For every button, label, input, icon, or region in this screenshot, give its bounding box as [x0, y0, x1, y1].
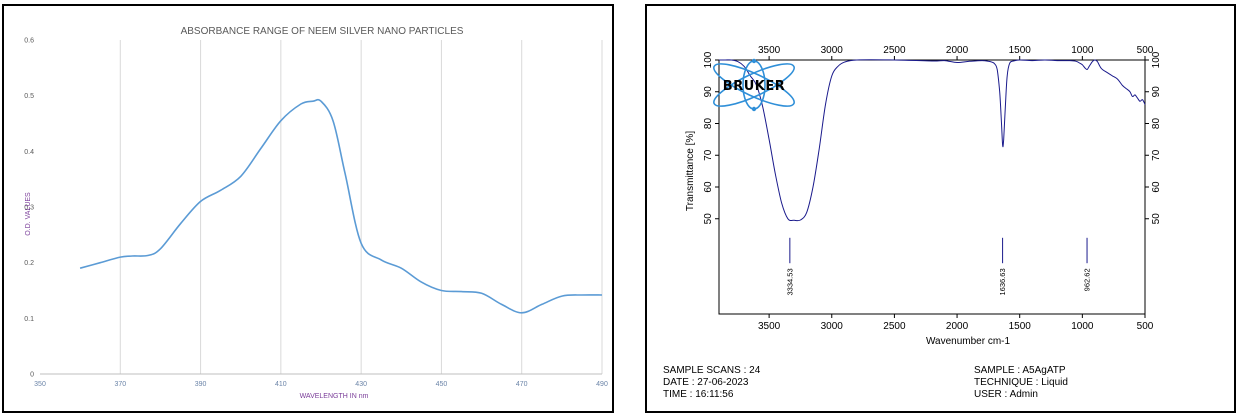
- ftir-x-tick-label-top: 2500: [883, 45, 906, 56]
- ftir-chart-panel: 3500 3000 2500 2000 1500 1000 500 3500 3000 2500…: [645, 4, 1236, 413]
- scan-time: TIME : 16:11:56: [663, 389, 734, 400]
- ftir-x-tick-label-top: 3000: [821, 45, 844, 56]
- ftir-y-tick-label-right: 70: [1151, 149, 1162, 161]
- ftir-y-tick-label-left: 90: [703, 86, 714, 98]
- ftir-y-tick-label-left: 80: [703, 118, 714, 130]
- sample-scans: SAMPLE SCANS : 24: [663, 365, 761, 376]
- uv-x-ticks: 350 370 390 410 430 450 470 490: [34, 381, 608, 388]
- ftir-y-tick-label-right: 50: [1151, 213, 1162, 225]
- ftir-y-tick-label-left: 50: [703, 213, 714, 225]
- ftir-x-tick-label-top: 2000: [946, 45, 969, 56]
- uv-absorbance-line: [79, 98, 603, 314]
- ftir-y-tick-label-right: 60: [1151, 181, 1162, 193]
- sample-name: SAMPLE : A5AgATP: [974, 365, 1066, 376]
- uv-y-tick-label: 0.3: [24, 205, 34, 212]
- uv-chart-title: ABSORBANCE RANGE OF NEEM SILVER NANO PAR…: [181, 26, 464, 37]
- ftir-transmittance-line: [718, 59, 1146, 222]
- technique: TECHNIQUE : Liquid: [974, 377, 1068, 388]
- uv-x-tick-label: 470: [516, 381, 528, 388]
- ftir-y-ticks-left: 50 60 70 80 90 100: [703, 51, 719, 224]
- ftir-x-tick-label-bottom: 1000: [1071, 321, 1094, 332]
- uv-y-tick-label: 0.6: [24, 38, 34, 45]
- ftir-y-tick-label-right: 80: [1151, 118, 1162, 130]
- user: USER : Admin: [974, 389, 1038, 400]
- ftir-peak-labels: 3334.53 1636.63 962.62: [785, 237, 1092, 296]
- ftir-peak-label: 962.62: [1083, 268, 1092, 291]
- ftir-x-tick-label-bottom: 2500: [883, 321, 906, 332]
- uv-y-tick-label: 0.1: [24, 316, 34, 323]
- ftir-y-tick-label-right: 100: [1151, 51, 1162, 68]
- ftir-x-tick-label-bottom: 2000: [946, 321, 969, 332]
- uv-y-tick-label: 0.4: [24, 149, 34, 156]
- ftir-y-ticks-right: 50 60 70 80 90 100: [1145, 51, 1162, 224]
- ftir-x-ticks-bottom: 3500 3000 2500 2000 1500 1000 500: [758, 314, 1154, 332]
- ftir-chart: 3500 3000 2500 2000 1500 1000 500 3500 3000 2500…: [663, 45, 1162, 400]
- ftir-x-ticks-top: 3500 3000 2500 2000 1500 1000 500: [758, 45, 1154, 60]
- uv-x-tick-label: 410: [275, 381, 287, 388]
- ftir-y-tick-label-left: 70: [703, 149, 714, 161]
- ftir-y-tick-label-left: 60: [703, 181, 714, 193]
- ftir-y-tick-label-right: 90: [1151, 86, 1162, 98]
- uv-x-tick-label: 430: [355, 381, 367, 388]
- uv-chart-panel: ABSORBANCE RANGE OF NEEM SILVER NANO PAR…: [2, 4, 614, 413]
- ftir-x-tick-label-top: 1000: [1071, 45, 1094, 56]
- ftir-peak-label: 3334.53: [785, 268, 794, 295]
- bruker-logo: BRUKER: [713, 58, 795, 112]
- ftir-x-tick-label-top: 3500: [758, 45, 781, 56]
- uv-x-axis-label: WAVELENGTH IN nm: [300, 393, 369, 400]
- uv-chart: ABSORBANCE RANGE OF NEEM SILVER NANO PAR…: [24, 26, 608, 400]
- ftir-plot-frame: [718, 59, 1146, 315]
- ftir-x-axis-label: Wavenumber cm-1: [926, 336, 1011, 347]
- uv-x-tick-label: 450: [436, 381, 448, 388]
- uv-y-axis-label: O.D. VALUES: [25, 192, 32, 236]
- uv-y-tick-label: 0.2: [24, 260, 34, 267]
- uv-x-tick-label: 490: [596, 381, 608, 388]
- ftir-x-tick-label-bottom: 3000: [821, 321, 844, 332]
- uv-y-tick-label: 0.5: [24, 93, 34, 100]
- uv-grid: [119, 40, 603, 374]
- ftir-peak-label: 1636.63: [998, 268, 1007, 295]
- ftir-x-tick-label-bottom: 3500: [758, 321, 781, 332]
- bruker-logo-text: BRUKER: [723, 79, 785, 94]
- ftir-y-axis-label: Transmittance [%]: [685, 131, 696, 211]
- ftir-x-tick-label-bottom: 500: [1137, 321, 1154, 332]
- uv-x-tick-label: 390: [195, 381, 207, 388]
- uv-y-ticks: 0 0.1 0.2 0.3 0.4 0.5 0.6: [24, 38, 34, 379]
- ftir-y-tick-label-left: 100: [703, 51, 714, 68]
- uv-x-tick-label: 370: [114, 381, 126, 388]
- ftir-x-tick-label-bottom: 1500: [1009, 321, 1032, 332]
- uv-x-tick-label: 350: [34, 381, 46, 388]
- ftir-x-tick-label-top: 500: [1137, 45, 1154, 56]
- uv-y-tick-label: 0: [30, 372, 34, 379]
- ftir-x-tick-label-top: 1500: [1009, 45, 1032, 56]
- scan-date: DATE : 27-06-2023: [663, 377, 749, 388]
